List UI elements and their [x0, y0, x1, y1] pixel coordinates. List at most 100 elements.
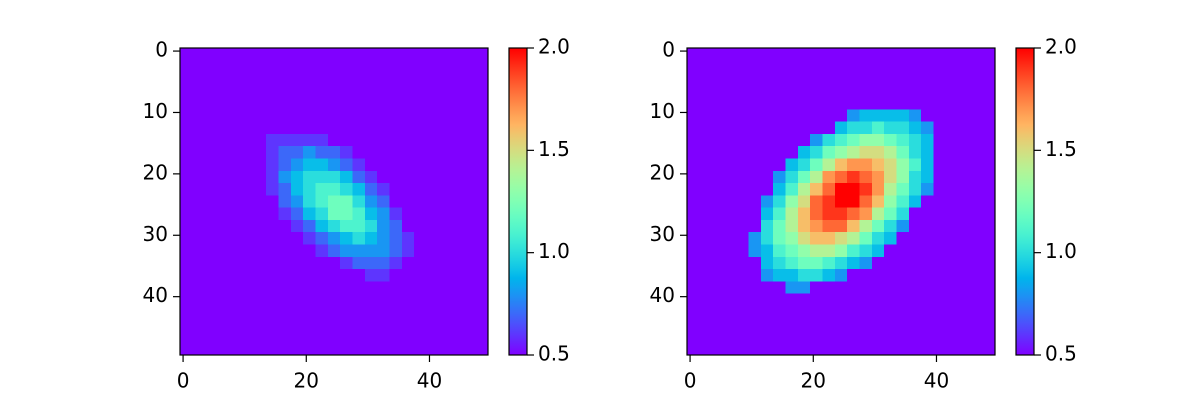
heatmap-cell: [204, 97, 218, 110]
heatmap-cell: [982, 109, 996, 123]
heatmap-cell: [216, 219, 230, 233]
heatmap-cell: [451, 318, 464, 332]
heatmap-cell: [933, 342, 947, 356]
heatmap-cell: [389, 207, 403, 221]
heatmap-cell: [810, 305, 824, 319]
heatmap-cell: [810, 269, 824, 282]
heatmap-cell: [229, 146, 243, 160]
heatmap-cell: [810, 195, 824, 209]
heatmap-cell: [315, 146, 329, 160]
heatmap-cell: [896, 232, 910, 246]
heatmap-cell: [180, 256, 193, 270]
heatmap-cell: [475, 207, 489, 221]
heatmap-cell: [303, 256, 317, 270]
heatmap-cell: [401, 318, 415, 332]
heatmap-cell: [216, 158, 230, 172]
heatmap-cell: [303, 121, 317, 135]
heatmap-cell: [785, 293, 799, 307]
heatmap-cell: [438, 84, 452, 98]
heatmap-cell: [945, 97, 959, 110]
heatmap-cell: [241, 330, 255, 344]
heatmap-cell: [871, 318, 885, 332]
heatmap-cell: [401, 84, 415, 98]
heatmap-cell: [748, 146, 762, 160]
heatmap-cell: [438, 146, 452, 160]
heatmap-cell: [438, 269, 452, 282]
heatmap-cell: [364, 342, 378, 356]
heatmap-cell: [229, 121, 243, 135]
heatmap-cell: [377, 318, 391, 332]
heatmap-cell: [463, 281, 477, 295]
x-tick-label: 40: [924, 369, 949, 393]
heatmap-cell: [797, 183, 811, 196]
heatmap-cell: [908, 207, 922, 221]
heatmap-cell: [414, 232, 427, 246]
heatmap-cell: [921, 183, 934, 196]
heatmap-cell: [389, 244, 403, 258]
heatmap-cell: [463, 269, 477, 282]
heatmap-cell: [847, 72, 861, 86]
heatmap-cell: [414, 207, 427, 221]
heatmap-cell: [797, 146, 811, 160]
heatmap-cell: [687, 170, 700, 184]
heatmap-cell: [982, 293, 996, 307]
heatmap-cell: [773, 232, 787, 246]
heatmap-cell: [364, 305, 378, 319]
heatmap-cell: [290, 330, 304, 344]
heatmap-cell: [401, 133, 415, 147]
heatmap-cell: [216, 281, 230, 295]
heatmap-cell: [785, 60, 799, 74]
heatmap-cell: [364, 84, 378, 98]
heatmap-cell: [475, 293, 489, 307]
heatmap-cell: [463, 244, 477, 258]
heatmap-cell: [229, 219, 243, 233]
heatmap-cell: [723, 60, 737, 74]
heatmap-cell: [463, 84, 477, 98]
heatmap-cell: [241, 109, 255, 123]
heatmap-cell: [834, 269, 848, 282]
heatmap-cell: [748, 256, 762, 270]
heatmap-cell: [859, 256, 873, 270]
heatmap-cell: [180, 207, 193, 221]
heatmap-cell: [687, 232, 700, 246]
heatmap-cell: [438, 170, 452, 184]
heatmap-cell: [414, 48, 427, 61]
heatmap-cell: [908, 342, 922, 356]
heatmap-cell: [414, 244, 427, 258]
heatmap-cell: [945, 183, 959, 196]
heatmap-cell: [958, 207, 971, 221]
heatmap-cell: [945, 256, 959, 270]
heatmap-cell: [711, 133, 725, 147]
heatmap-cell: [859, 330, 873, 344]
heatmap-cell: [982, 305, 996, 319]
heatmap-cell: [859, 305, 873, 319]
heatmap-cell: [921, 60, 934, 74]
heatmap-cell: [377, 48, 391, 61]
heatmap-cell: [426, 219, 440, 233]
heatmap-cell: [748, 207, 762, 221]
heatmap-cell: [871, 342, 885, 356]
heatmap-cell: [364, 269, 378, 282]
heatmap-cell: [834, 158, 848, 172]
heatmap-cell: [748, 342, 762, 356]
heatmap-cell: [785, 84, 799, 98]
heatmap-cell: [216, 97, 230, 110]
heatmap-cell: [241, 158, 255, 172]
heatmap-cell: [687, 121, 700, 135]
heatmap-cell: [278, 330, 292, 344]
heatmap-cell: [426, 207, 440, 221]
heatmap-cell: [241, 207, 255, 221]
heatmap-cell: [475, 72, 489, 86]
heatmap-cell: [785, 281, 799, 295]
heatmap-cell: [797, 170, 811, 184]
heatmap-cell: [945, 232, 959, 246]
heatmap-cells: [180, 48, 489, 356]
heatmap-cell: [426, 183, 440, 196]
heatmap-cell: [736, 244, 750, 258]
heatmap-cell: [982, 219, 996, 233]
heatmap-cell: [921, 170, 934, 184]
heatmap-cell: [859, 84, 873, 98]
heatmap-cell: [180, 146, 193, 160]
heatmap-cell: [290, 195, 304, 209]
heatmap-cell: [945, 109, 959, 123]
